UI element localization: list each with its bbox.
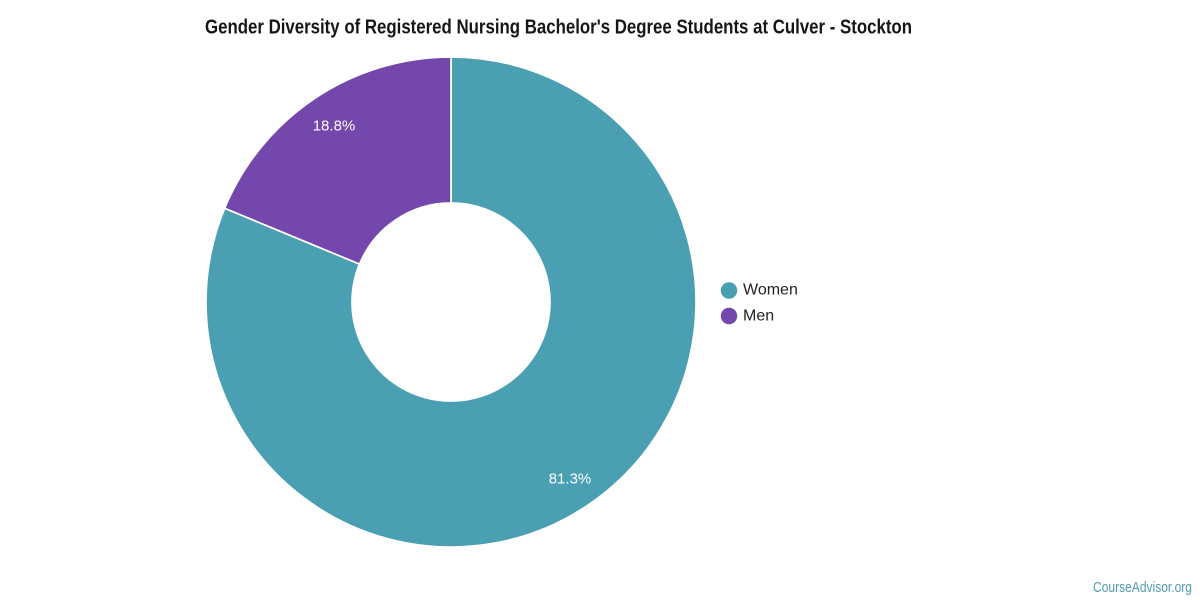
- svg-text:81.3%: 81.3%: [549, 471, 592, 488]
- svg-text:18.8%: 18.8%: [313, 118, 356, 135]
- svg-text:Women: Women: [743, 282, 798, 299]
- svg-text:CourseAdvisor.org: CourseAdvisor.org: [1093, 580, 1192, 596]
- svg-text:Gender Diversity of Registered: Gender Diversity of Registered Nursing B…: [205, 17, 912, 39]
- svg-text:Men: Men: [743, 308, 774, 325]
